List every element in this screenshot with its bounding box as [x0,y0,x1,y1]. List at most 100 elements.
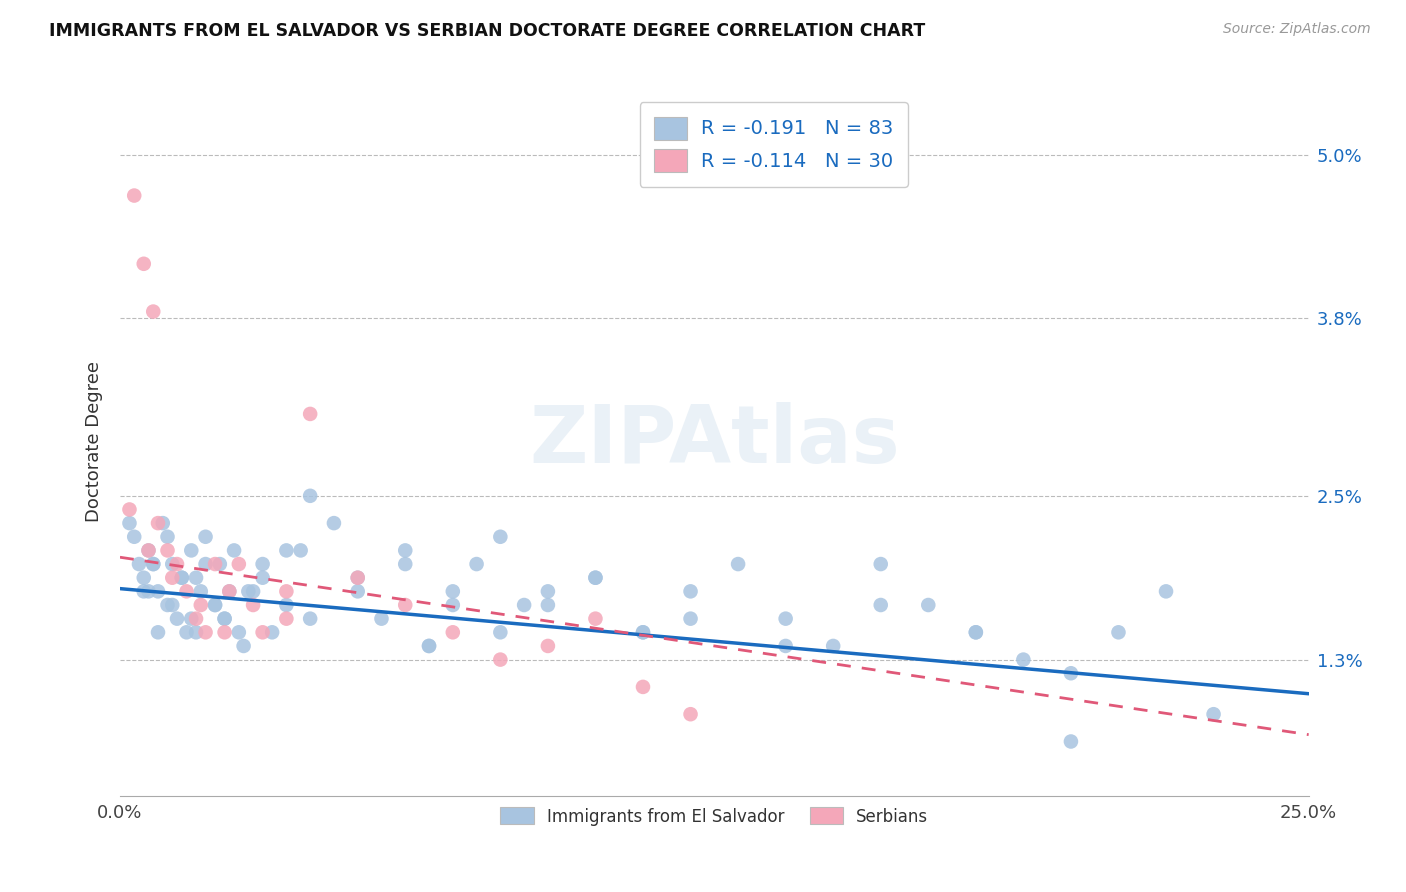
Text: IMMIGRANTS FROM EL SALVADOR VS SERBIAN DOCTORATE DEGREE CORRELATION CHART: IMMIGRANTS FROM EL SALVADOR VS SERBIAN D… [49,22,925,40]
Point [1108,625,1130,640]
Point [194,557,217,571]
Point [242,584,264,599]
Point [1060,666,1083,681]
Point [299,407,322,421]
Point [176,625,198,640]
Point [166,612,188,626]
Point [122,530,145,544]
Point [965,625,987,640]
Point [585,612,607,626]
Point [194,530,217,544]
Point [465,557,488,571]
Point [138,543,160,558]
Point [869,557,891,571]
Point [204,598,226,612]
Point [679,612,702,626]
Point [252,625,274,640]
Point [180,543,202,558]
Point [1154,584,1177,599]
Point [262,625,284,640]
Point [394,557,416,571]
Point [228,557,250,571]
Point [190,598,212,612]
Point [138,584,160,599]
Point [346,571,368,585]
Legend: Immigrants from El Salvador, Serbians: Immigrants from El Salvador, Serbians [492,799,936,834]
Point [346,571,368,585]
Point [537,639,560,653]
Point [218,584,240,599]
Point [276,543,298,558]
Point [146,625,169,640]
Point [869,598,891,612]
Point [631,680,654,694]
Point [775,639,797,653]
Point [513,598,536,612]
Point [208,557,231,571]
Point [228,625,250,640]
Point [132,257,155,271]
Point [276,584,298,599]
Point [132,584,155,599]
Point [679,707,702,722]
Point [190,584,212,599]
Point [276,612,298,626]
Point [152,516,174,530]
Point [631,625,654,640]
Point [214,612,236,626]
Point [346,584,368,599]
Point [204,557,226,571]
Point [146,584,169,599]
Point [489,530,512,544]
Point [214,625,236,640]
Point [489,652,512,666]
Point [118,502,141,516]
Point [162,598,184,612]
Y-axis label: Doctorate Degree: Doctorate Degree [86,360,103,522]
Point [727,557,749,571]
Point [252,557,274,571]
Point [537,584,560,599]
Point [146,516,169,530]
Point [184,612,207,626]
Text: ZIPAtlas: ZIPAtlas [529,402,900,480]
Point [370,612,392,626]
Point [162,571,184,585]
Point [418,639,440,653]
Point [118,516,141,530]
Point [252,571,274,585]
Point [128,557,150,571]
Point [276,598,298,612]
Point [631,625,654,640]
Point [585,571,607,585]
Point [441,625,464,640]
Point [184,625,207,640]
Point [138,543,160,558]
Point [823,639,845,653]
Point [170,571,193,585]
Point [1202,707,1225,722]
Point [176,584,198,599]
Point [132,571,155,585]
Point [585,571,607,585]
Point [194,625,217,640]
Point [775,612,797,626]
Point [232,639,254,653]
Point [122,188,145,202]
Point [156,543,179,558]
Point [679,584,702,599]
Point [299,612,322,626]
Point [418,639,440,653]
Point [170,571,193,585]
Point [441,598,464,612]
Point [204,598,226,612]
Point [238,584,260,599]
Point [1012,652,1035,666]
Point [965,625,987,640]
Point [441,584,464,599]
Point [394,543,416,558]
Point [218,584,240,599]
Point [156,530,179,544]
Point [166,557,188,571]
Point [142,557,165,571]
